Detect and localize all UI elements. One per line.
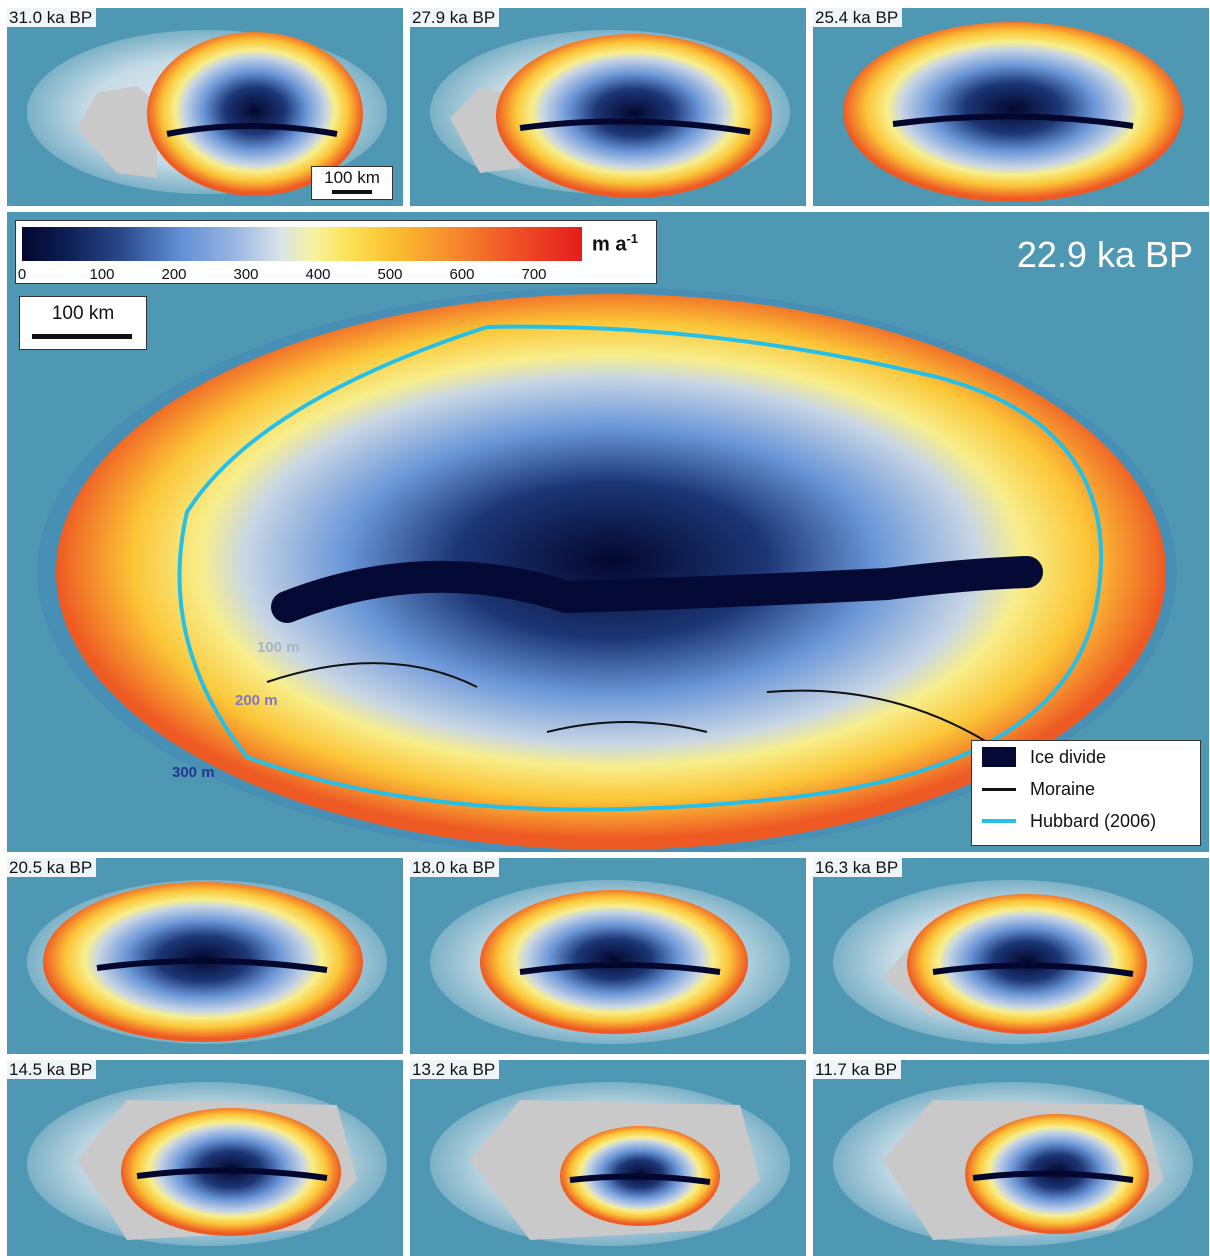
panel-11-7: 11.7 ka BP [813, 1060, 1209, 1256]
time-label-20-5: 20.5 ka BP [7, 858, 97, 877]
panel-25-4: 25.4 ka BP [813, 8, 1209, 206]
hubbard-line [982, 819, 1016, 823]
small-scalebar-bar [332, 190, 372, 194]
moraine-line [982, 788, 1016, 791]
colorbar-unit: m a-1 [592, 231, 638, 257]
panel-20-5: 20.5 ka BP [7, 858, 403, 1054]
small-scalebar-label: 100 km [324, 168, 380, 187]
main-scalebar-label: 100 km [51, 303, 115, 324]
colorbar-gradient [22, 227, 582, 261]
colorbar-tick: 600 [449, 266, 475, 283]
time-label-13-2: 13.2 ka BP [410, 1060, 500, 1079]
contour-label-200: 200 m [235, 692, 278, 709]
map-14-5 [7, 1060, 403, 1256]
colorbar-tick: 500 [377, 266, 403, 283]
main-map [7, 212, 1209, 852]
main-panel-22-9: 0 100 200 300 400 500 600 700 m a-1 22.9… [7, 212, 1209, 852]
time-label-11-7: 11.7 ka BP [813, 1060, 901, 1079]
panel-18-0: 18.0 ka BP [410, 858, 806, 1054]
legend-row-moraine: Moraine [982, 775, 1192, 805]
contour-label-300: 300 m [172, 764, 215, 781]
panel-16-3: 16.3 ka BP [813, 858, 1209, 1054]
map-25-4 [813, 8, 1209, 206]
legend-row-ice-divide: Ice divide [982, 743, 1192, 773]
time-label-14-5: 14.5 ka BP [7, 1060, 97, 1079]
map-16-3 [813, 858, 1209, 1054]
colorbar-tick: 0 [17, 266, 27, 283]
panel-13-2: 13.2 ka BP [410, 1060, 806, 1256]
colorbar: 0 100 200 300 400 500 600 700 m a-1 [15, 220, 657, 284]
main-scalebar-bar [32, 334, 132, 339]
colorbar-tick: 400 [305, 266, 331, 283]
legend-row-hubbard: Hubbard (2006) [982, 807, 1192, 837]
main-scalebar: 100 km [19, 296, 147, 350]
panel-14-5: 14.5 ka BP [7, 1060, 403, 1256]
colorbar-unit-sup: -1 [626, 231, 639, 246]
colorbar-unit-text: m a [592, 233, 627, 256]
map-27-9 [410, 8, 806, 206]
time-label-16-3: 16.3 ka BP [813, 858, 903, 877]
legend-label: Moraine [1030, 779, 1096, 799]
panel-27-9: 27.9 ka BP [410, 8, 806, 206]
legend-label: Ice divide [1030, 747, 1107, 767]
map-11-7 [813, 1060, 1209, 1256]
map-20-5 [7, 858, 403, 1054]
time-label-27-9: 27.9 ka BP [410, 8, 500, 27]
map-13-2 [410, 1060, 806, 1256]
time-label-18-0: 18.0 ka BP [410, 858, 500, 877]
colorbar-tick: 200 [161, 266, 187, 283]
colorbar-tick: 100 [89, 266, 115, 283]
panel-31-0: 31.0 ka BP 100 km [7, 8, 403, 206]
time-label-25-4: 25.4 ka BP [813, 8, 903, 27]
legend-label: Hubbard (2006) [1030, 811, 1157, 831]
map-18-0 [410, 858, 806, 1054]
colorbar-tick: 300 [233, 266, 259, 283]
small-scalebar: 100 km [311, 166, 393, 200]
time-label-31-0: 31.0 ka BP [7, 8, 97, 27]
colorbar-tick: 700 [521, 266, 547, 283]
contour-label-100: 100 m [257, 639, 300, 656]
map-31-0 [7, 8, 403, 206]
main-title: 22.9 ka BP [1016, 234, 1193, 275]
ice-divide-swatch [982, 747, 1016, 767]
legend: Ice divide Moraine Hubbard (2006) [971, 740, 1201, 846]
